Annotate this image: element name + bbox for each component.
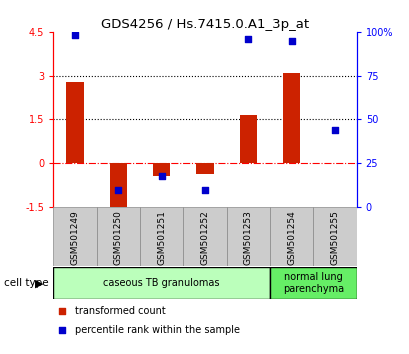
Point [59,327,65,333]
Point [59,308,65,314]
Bar [97,207,139,266]
Bar [183,207,226,266]
Bar [109,163,127,211]
Text: caseous TB granulomas: caseous TB granulomas [103,278,219,288]
Bar [270,267,356,299]
Bar [53,207,97,266]
Text: GSM501251: GSM501251 [157,210,166,265]
Bar [282,73,300,163]
Text: cell type: cell type [4,278,49,288]
Text: GSM501253: GSM501253 [243,210,252,265]
Point [288,38,294,44]
Text: GSM501249: GSM501249 [70,210,79,265]
Point [158,173,164,178]
Text: GSM501252: GSM501252 [200,210,209,265]
Bar [226,207,270,266]
Bar [53,267,270,299]
Text: normal lung
parenchyma: normal lung parenchyma [282,272,343,294]
Bar [270,207,312,266]
Title: GDS4256 / Hs.7415.0.A1_3p_at: GDS4256 / Hs.7415.0.A1_3p_at [101,18,308,31]
Text: transformed count: transformed count [74,306,165,316]
Text: GSM501250: GSM501250 [114,210,123,265]
Point [331,127,337,133]
Point [115,187,121,193]
Point [72,33,78,38]
Text: GSM501255: GSM501255 [330,210,339,265]
Text: percentile rank within the sample: percentile rank within the sample [74,325,239,335]
Bar [153,163,170,176]
Bar [196,163,213,173]
Bar [139,207,183,266]
Point [201,187,208,193]
Bar [239,115,256,163]
Point [245,36,251,42]
Bar [312,207,356,266]
Bar [66,81,83,163]
Text: ▶: ▶ [35,278,43,288]
Text: GSM501254: GSM501254 [286,210,295,265]
